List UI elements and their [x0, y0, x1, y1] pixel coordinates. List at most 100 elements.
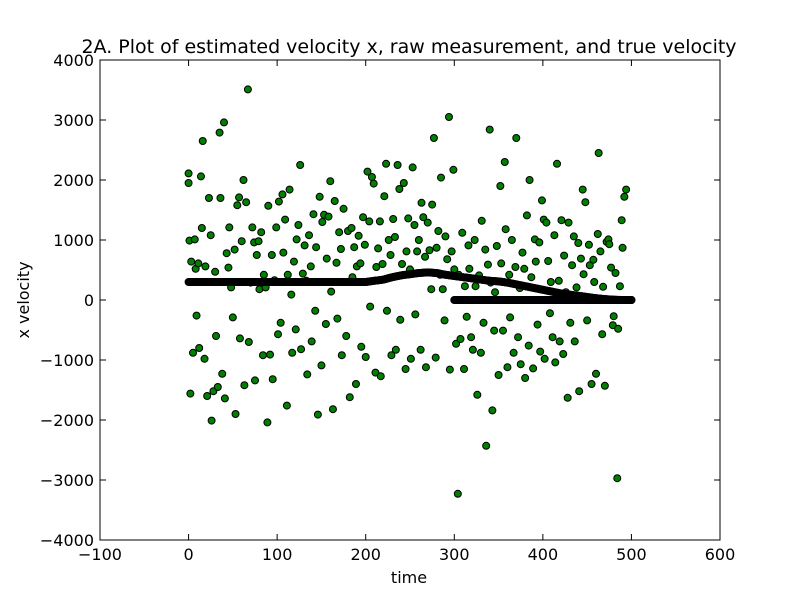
raw-measurement-point: [477, 216, 486, 225]
raw-measurement-point: [288, 348, 297, 357]
raw-measurement-point: [570, 337, 579, 346]
raw-measurement-point: [473, 390, 482, 399]
raw-measurement-point: [266, 350, 275, 359]
raw-measurement-point: [311, 306, 320, 315]
raw-measurement-point: [315, 192, 324, 201]
y-tick-label: 4000: [53, 51, 94, 70]
raw-measurement-point: [620, 192, 629, 201]
raw-measurement-point: [585, 261, 594, 270]
raw-measurement-point: [593, 230, 602, 238]
raw-measurement-point: [581, 198, 590, 207]
raw-measurement-point: [198, 137, 207, 145]
raw-measurement-point: [438, 285, 447, 294]
raw-measurement-point: [423, 218, 432, 227]
raw-measurement-point: [598, 330, 607, 339]
raw-measurement-point: [447, 247, 456, 256]
x-tick-label: 500: [616, 545, 647, 564]
x-tick-label: −100: [78, 545, 122, 564]
raw-measurement-point: [187, 257, 196, 266]
raw-measurement-point: [378, 260, 387, 268]
raw-measurement-point: [511, 263, 520, 271]
raw-measurement-point: [468, 345, 477, 354]
raw-measurement-point: [309, 210, 318, 219]
raw-measurement-point: [259, 270, 268, 279]
raw-measurement-point: [440, 316, 449, 325]
raw-measurement-point: [497, 259, 506, 268]
raw-measurement-point: [535, 238, 544, 247]
raw-measurement-point: [225, 223, 234, 232]
raw-measurement-point: [200, 354, 209, 363]
raw-measurement-point: [427, 285, 436, 294]
raw-measurement-point: [330, 197, 339, 205]
raw-measurement-point: [482, 441, 491, 450]
raw-measurement-point: [525, 176, 534, 184]
raw-measurement-point: [298, 269, 307, 278]
raw-measurement-point: [488, 406, 497, 415]
raw-measurement-point: [263, 418, 272, 427]
raw-measurement-point: [278, 190, 287, 199]
raw-measurement-point: [360, 240, 369, 249]
y-axis-label: x velocity: [14, 261, 33, 338]
raw-measurement-point: [476, 348, 485, 357]
raw-measurement-point: [443, 255, 452, 264]
raw-measurement-point: [608, 321, 617, 330]
raw-measurement-point: [230, 245, 239, 254]
raw-measurement-point: [282, 401, 291, 410]
raw-measurement-point: [411, 310, 420, 319]
raw-measurement-point: [203, 392, 212, 400]
y-axis: −4000 −3000 −2000 −1000 0 1000 2000 3000 4000: [40, 51, 720, 550]
raw-measurement-point: [354, 231, 363, 240]
raw-measurement-point: [494, 371, 503, 379]
raw-measurement-point: [485, 125, 494, 134]
raw-measurement-point: [318, 218, 327, 226]
raw-measurement-point: [251, 376, 259, 385]
raw-measurement-point: [351, 380, 360, 388]
raw-measurement-point: [404, 214, 413, 223]
raw-measurement-point: [542, 218, 551, 227]
raw-measurement-point: [195, 344, 204, 352]
raw-measurement-point: [366, 302, 375, 311]
raw-measurement-point: [307, 337, 316, 346]
raw-measurement-point: [296, 161, 305, 169]
raw-measurement-point: [512, 134, 521, 142]
raw-measurement-point: [499, 326, 507, 335]
raw-measurement-point: [207, 416, 216, 425]
raw-measurement-point: [557, 216, 566, 225]
raw-measurement-point: [540, 354, 549, 363]
raw-measurement-point: [321, 320, 330, 328]
raw-measurement-point: [281, 215, 290, 224]
raw-measurement-point: [441, 232, 450, 241]
estimated-velocity-series: [184, 268, 636, 304]
raw-measurement-point: [465, 264, 474, 273]
raw-measurement-point: [380, 192, 389, 201]
raw-measurement-point: [568, 261, 577, 270]
raw-measurement-point: [401, 365, 410, 373]
raw-measurement-point: [600, 381, 609, 390]
raw-measurement-point: [564, 218, 573, 227]
raw-measurement-point: [184, 179, 193, 187]
raw-measurement-point: [449, 165, 458, 174]
raw-measurement-point: [268, 375, 277, 384]
raw-measurement-point: [369, 179, 378, 188]
raw-measurement-point: [458, 228, 467, 237]
y-tick-label: −1000: [40, 351, 94, 370]
x-tick-label: 0: [183, 545, 193, 564]
raw-measurement-point: [479, 318, 488, 327]
raw-measurement-point: [240, 381, 249, 390]
x-tick-label: 300: [439, 545, 470, 564]
raw-measurement-point: [452, 339, 461, 348]
raw-measurement-point: [224, 263, 233, 272]
x-tick-label: 200: [350, 545, 381, 564]
raw-measurement-point: [279, 248, 288, 257]
raw-measurement-point: [546, 278, 555, 286]
raw-measurement-point: [374, 244, 383, 253]
raw-measurement-point: [460, 282, 469, 291]
raw-measurement-point: [356, 259, 365, 268]
raw-measurement-point: [505, 270, 514, 279]
plot-area: [99, 59, 721, 541]
y-tick-label: −4000: [40, 531, 94, 550]
raw-measurement-point: [218, 369, 227, 378]
raw-measurement-point: [566, 318, 575, 327]
raw-measurement-point: [363, 167, 372, 176]
raw-measurement-point: [300, 241, 309, 250]
